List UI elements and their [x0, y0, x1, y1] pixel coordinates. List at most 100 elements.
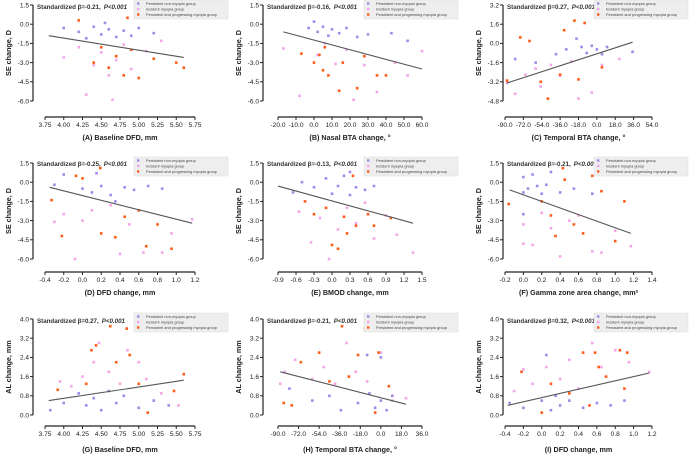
data-point-non-myopia [581, 406, 585, 410]
x-tick-label: 1.0 [629, 431, 638, 438]
data-point-non-myopia [137, 26, 141, 30]
data-point-persistent [355, 86, 359, 90]
data-point-incident [629, 244, 633, 248]
data-point-persistent [323, 45, 327, 49]
legend-marker-persistent [367, 170, 370, 173]
data-point-incident [77, 45, 81, 49]
y-tick-label: -1.6 [488, 60, 500, 67]
data-point-persistent [613, 239, 617, 243]
x-tick-label: 36.0 [627, 122, 640, 129]
x-tick-label: -54.0 [312, 431, 327, 438]
data-point-persistent [99, 166, 102, 170]
data-point-non-myopia [600, 52, 604, 56]
y-tick-label: 1.5 [490, 160, 499, 167]
y-tick-label: 0.8 [20, 393, 29, 400]
y-axis-label: SE change, D [474, 30, 483, 76]
y-tick-label: 1.6 [250, 374, 259, 381]
y-tick-label: -1.5 [488, 199, 500, 206]
data-point-incident [345, 48, 348, 52]
data-point-persistent [123, 215, 126, 219]
x-axis-label: (C) Temporal BTA change, ° [532, 133, 626, 142]
legend-box [363, 312, 459, 333]
legend-box [133, 156, 229, 177]
data-point-non-myopia [526, 187, 530, 190]
data-point-non-myopia [77, 30, 81, 34]
data-point-non-myopia [522, 212, 525, 216]
data-point-non-myopia [540, 399, 544, 402]
data-point-non-myopia [558, 404, 562, 407]
data-point-persistent [84, 382, 88, 386]
data-point-incident [92, 63, 96, 67]
data-point-persistent [50, 198, 53, 202]
data-point-non-myopia [122, 394, 126, 398]
data-point-incident [590, 91, 594, 94]
data-point-non-myopia [288, 387, 291, 390]
data-point-non-myopia [312, 186, 316, 189]
y-tick-label: -3.0 [248, 60, 260, 67]
x-tick-label: 0.2 [537, 277, 546, 284]
data-point-incident [53, 220, 56, 224]
data-point-persistent [549, 214, 553, 217]
data-point-persistent [128, 353, 132, 357]
y-tick-label: 0.0 [490, 41, 499, 48]
data-point-incident [310, 377, 314, 381]
x-tick-label: 0.0 [309, 122, 318, 129]
data-point-persistent [90, 348, 93, 352]
x-tick-label: 5.00 [132, 431, 145, 438]
legend-box [133, 312, 229, 333]
legend-label: Persistent non-myopia group [146, 158, 196, 163]
legend-marker-non-myopia [367, 315, 370, 318]
data-point-non-myopia [339, 408, 343, 412]
data-point-persistent [351, 174, 355, 178]
data-point-incident [278, 382, 282, 386]
p-value-text: P<0.001 [102, 318, 126, 325]
data-point-non-myopia [379, 399, 383, 402]
stat-annotation: Standardized β=0.27, P<0.001 [507, 4, 596, 11]
data-point-incident [177, 404, 180, 407]
x-tick-label: 5.50 [170, 431, 183, 438]
data-point-non-myopia [356, 401, 360, 405]
y-tick-label: 2.4 [250, 355, 259, 362]
data-point-non-myopia [342, 174, 346, 178]
data-point-persistent [99, 45, 103, 49]
x-tick-label: 0.0 [592, 122, 601, 129]
x-tick-label: 0.6 [574, 277, 583, 284]
data-point-incident [58, 380, 62, 383]
data-point-persistent [539, 80, 543, 84]
data-point-incident [647, 370, 651, 374]
beta-text: Standardized β=0.27, [37, 318, 99, 325]
x-axis-label: (A) Baseline DFD, mm [82, 133, 157, 142]
data-point-non-myopia [355, 35, 359, 39]
data-point-incident [600, 251, 603, 254]
data-point-non-myopia [324, 177, 328, 180]
data-point-non-myopia [568, 399, 571, 402]
legend-label: Persistent and progressing myopia group [146, 12, 217, 17]
data-point-incident [522, 368, 525, 371]
data-point-incident [354, 221, 358, 225]
y-axis-label: AL change, mm [4, 340, 13, 393]
data-point-non-myopia [609, 404, 612, 407]
y-tick-label: -4.8 [488, 98, 500, 105]
data-point-non-myopia [595, 48, 599, 51]
x-tick-label: -72.0 [291, 431, 306, 438]
data-point-non-myopia [531, 173, 534, 176]
data-point-non-myopia [300, 180, 304, 184]
data-point-persistent [572, 223, 576, 226]
data-point-persistent [303, 200, 307, 203]
data-point-incident [81, 375, 84, 378]
beta-text: Standardized β=-0.21, [267, 318, 331, 325]
legend-box [363, 156, 459, 177]
y-tick-label: -4.5 [18, 79, 30, 86]
data-point-incident [159, 39, 163, 43]
data-point-non-myopia [152, 399, 156, 402]
stat-annotation: Standardized β=-0.21, P<0.001 [267, 318, 358, 325]
x-tick-label: 0.8 [611, 431, 620, 438]
x-tick-label: 1.4 [647, 277, 656, 284]
data-point-persistent [583, 21, 586, 25]
legend-marker-incident [367, 164, 370, 168]
data-point-incident [316, 53, 319, 57]
data-point-non-myopia [390, 31, 393, 35]
data-point-incident [137, 360, 141, 364]
